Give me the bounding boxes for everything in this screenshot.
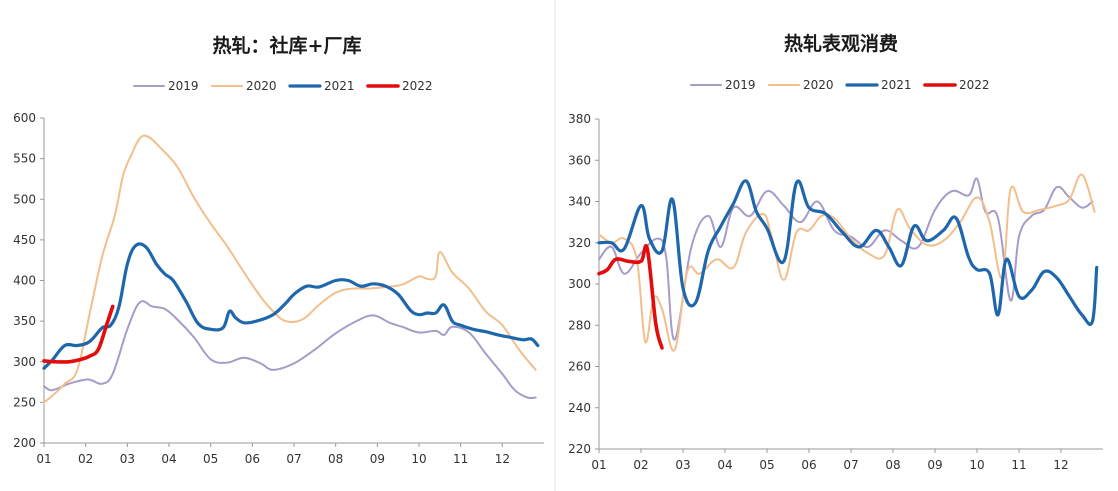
y-tick-label: 340: [568, 195, 591, 209]
x-tick-label: 09: [370, 452, 385, 466]
x-tick-label: 08: [328, 452, 343, 466]
legend-item-2020: 2020: [211, 79, 277, 93]
legend-item-2021: 2021: [288, 79, 355, 93]
legend-label: 2022: [402, 79, 433, 93]
x-tick-label: 03: [120, 452, 135, 466]
series-line-2022: [42, 304, 115, 364]
series-line-2020: [43, 134, 537, 404]
x-tick-label: 01: [591, 458, 606, 472]
series-line-2022: [597, 244, 664, 350]
x-tick-label: 05: [203, 452, 218, 466]
x-tick-label: 12: [1053, 458, 1068, 472]
legend-label: 2021: [324, 79, 355, 93]
y-tick-label: 220: [568, 442, 591, 456]
series-line-2019: [43, 300, 537, 400]
y-tick-label: 200: [13, 436, 36, 450]
x-tick-label: 03: [675, 458, 690, 472]
legend-item-2020: 2020: [768, 78, 834, 92]
x-tick-label: 06: [801, 458, 816, 472]
legend-item-2022: 2022: [923, 78, 990, 92]
y-tick-label: 350: [13, 314, 36, 328]
legend-label: 2020: [246, 79, 277, 93]
y-tick-label: 380: [568, 112, 591, 126]
y-tick-label: 280: [568, 318, 591, 332]
x-tick-label: 02: [78, 452, 93, 466]
y-tick-label: 550: [13, 152, 36, 166]
y-tick-label: 360: [568, 153, 591, 167]
y-tick-label: 450: [13, 233, 36, 247]
y-tick-label: 300: [13, 355, 36, 369]
y-tick-label: 260: [568, 360, 591, 374]
x-tick-label: 04: [161, 452, 176, 466]
chart-legend: 2019 2020 2021 2022: [133, 79, 433, 93]
legend-label: 2021: [881, 78, 912, 92]
x-tick-label: 08: [885, 458, 900, 472]
legend-item-2021: 2021: [845, 78, 912, 92]
x-tick-label: 09: [927, 458, 942, 472]
x-tick-label: 11: [1011, 458, 1026, 472]
x-tick-label: 06: [245, 452, 260, 466]
y-tick-label: 600: [13, 111, 36, 125]
x-tick-label: 11: [453, 452, 468, 466]
legend-label: 2020: [803, 78, 834, 92]
consumption-chart-panel: 热轧表观消费 2019 2020 2021 2022 380 360 340 320 300 2…: [556, 0, 1118, 491]
y-tick-label: 500: [13, 192, 36, 206]
y-tick-label: 250: [13, 395, 36, 409]
series-line-2019: [598, 177, 1094, 341]
x-tick-label: 02: [633, 458, 648, 472]
x-tick-label: 10: [411, 452, 426, 466]
x-tick-label: 07: [843, 458, 858, 472]
x-tick-label: 01: [36, 452, 51, 466]
legend-item-2019: 2019: [690, 78, 756, 92]
x-tick-label: 07: [286, 452, 301, 466]
legend-item-2022: 2022: [366, 79, 433, 93]
series-line-2021: [597, 179, 1099, 326]
x-tick-label: 04: [717, 458, 732, 472]
series-line-2021: [42, 242, 540, 370]
inventory-chart: 热轧：社库+厂库 2019 2020 2021 2022 600 550 500 450 40…: [13, 34, 544, 466]
x-tick-label: 12: [495, 452, 510, 466]
y-tick-label: 240: [568, 401, 591, 415]
legend-label: 2019: [725, 78, 756, 92]
inventory-chart-panel: 热轧：社库+厂库 2019 2020 2021 2022 600 550 500 450 40…: [0, 0, 554, 491]
panel-divider: [554, 0, 556, 491]
y-tick-label: 320: [568, 236, 591, 250]
legend-label: 2019: [168, 79, 199, 93]
y-tick-label: 300: [568, 277, 591, 291]
y-tick-label: 400: [13, 274, 36, 288]
legend-item-2019: 2019: [133, 79, 199, 93]
chart-title: 热轧表观消费: [784, 32, 898, 55]
chart-legend: 2019 2020 2021 2022: [690, 78, 990, 92]
x-tick-label: 05: [759, 458, 774, 472]
consumption-chart: 热轧表观消费 2019 2020 2021 2022 380 360 340 320 300 2…: [568, 32, 1103, 472]
x-tick-label: 10: [969, 458, 984, 472]
chart-title: 热轧：社库+厂库: [213, 34, 362, 57]
legend-label: 2022: [959, 78, 990, 92]
